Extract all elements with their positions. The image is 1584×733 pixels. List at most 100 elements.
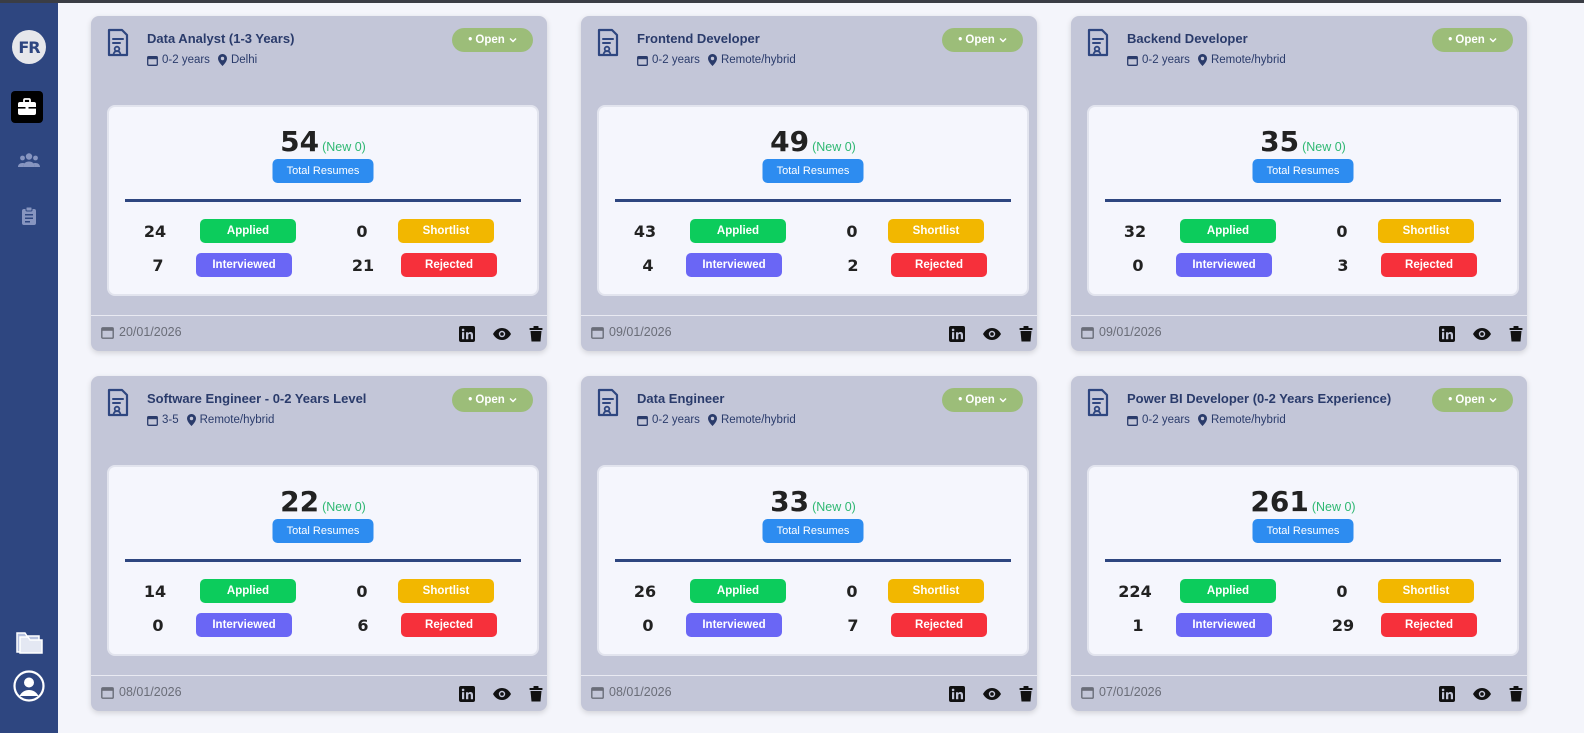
app-logo[interactable]: FR bbox=[8, 26, 50, 68]
job-card[interactable]: Data Analyst (1-3 Years) 0-2 years Delhi… bbox=[91, 16, 547, 351]
total-resumes-count: 54 (New 0) bbox=[109, 125, 537, 158]
applied-button[interactable]: Applied bbox=[200, 579, 296, 603]
shortlist-button[interactable]: Shortlist bbox=[398, 219, 494, 243]
linkedin-button[interactable] bbox=[458, 685, 476, 703]
rejected-count: 21 bbox=[351, 256, 375, 275]
location-pin-icon bbox=[707, 54, 717, 66]
applied-button[interactable]: Applied bbox=[1180, 579, 1276, 603]
rejected-count: 7 bbox=[847, 616, 859, 635]
view-button[interactable] bbox=[1472, 325, 1492, 343]
linkedin-button[interactable] bbox=[458, 325, 476, 343]
linkedin-button[interactable] bbox=[1438, 685, 1456, 703]
sidebar-item-folders[interactable] bbox=[8, 620, 50, 662]
sidebar-item-candidates[interactable] bbox=[8, 139, 50, 181]
status-dropdown[interactable]: • Open bbox=[452, 388, 533, 412]
status-dropdown[interactable]: • Open bbox=[1432, 28, 1513, 52]
trash-icon bbox=[529, 686, 543, 702]
rejected-count: 3 bbox=[1337, 256, 1349, 275]
rejected-button[interactable]: Rejected bbox=[891, 613, 987, 637]
posted-date: 20/01/2026 bbox=[101, 325, 182, 339]
delete-button[interactable] bbox=[1017, 685, 1035, 703]
applied-button[interactable]: Applied bbox=[690, 579, 786, 603]
rejected-button[interactable]: Rejected bbox=[401, 253, 497, 277]
job-card[interactable]: Software Engineer - 0-2 Years Level 3-5 … bbox=[91, 376, 547, 711]
delete-button[interactable] bbox=[1507, 685, 1525, 703]
job-title[interactable]: Data Engineer bbox=[637, 391, 725, 406]
trash-icon bbox=[1019, 326, 1033, 342]
shortlist-count: 0 bbox=[1336, 582, 1348, 601]
total-resumes-count: 49 (New 0) bbox=[599, 125, 1027, 158]
resume-stats-panel: 22 (New 0) Total Resumes 14 Applied 0 Sho… bbox=[107, 465, 539, 656]
job-title[interactable]: Software Engineer - 0-2 Years Level bbox=[147, 391, 367, 406]
delete-button[interactable] bbox=[1507, 325, 1525, 343]
total-resumes-count: 35 (New 0) bbox=[1089, 125, 1517, 158]
status-dropdown[interactable]: • Open bbox=[942, 388, 1023, 412]
delete-button[interactable] bbox=[527, 325, 545, 343]
sidebar-item-profile[interactable] bbox=[8, 665, 50, 707]
sidebar-item-tasks[interactable] bbox=[8, 195, 50, 237]
calendar-icon bbox=[637, 415, 648, 426]
rejected-button[interactable]: Rejected bbox=[401, 613, 497, 637]
linkedin-button[interactable] bbox=[948, 685, 966, 703]
linkedin-button[interactable] bbox=[1438, 325, 1456, 343]
calendar-icon bbox=[1127, 415, 1138, 426]
sidebar: FR bbox=[0, 0, 58, 733]
shortlist-button[interactable]: Shortlist bbox=[888, 579, 984, 603]
status-dropdown[interactable]: • Open bbox=[1432, 388, 1513, 412]
interviewed-button[interactable]: Interviewed bbox=[1176, 613, 1272, 637]
user-circle-icon bbox=[13, 670, 45, 702]
job-title[interactable]: Backend Developer bbox=[1127, 31, 1248, 46]
applied-button[interactable]: Applied bbox=[200, 219, 296, 243]
status-dropdown[interactable]: • Open bbox=[942, 28, 1023, 52]
total-resumes-button[interactable]: Total Resumes bbox=[762, 159, 864, 183]
delete-button[interactable] bbox=[527, 685, 545, 703]
interviewed-button[interactable]: Interviewed bbox=[1176, 253, 1272, 277]
view-button[interactable] bbox=[982, 325, 1002, 343]
job-card-header: Backend Developer 0-2 years Remote/hybri… bbox=[1071, 16, 1527, 106]
job-card[interactable]: Power BI Developer (0-2 Years Experience… bbox=[1071, 376, 1527, 711]
calendar-icon bbox=[591, 326, 604, 339]
job-location: Remote/hybrid bbox=[1210, 414, 1286, 426]
total-resumes-button[interactable]: Total Resumes bbox=[272, 159, 374, 183]
view-button[interactable] bbox=[1472, 685, 1492, 703]
chevron-down-icon bbox=[509, 397, 517, 403]
location-pin-icon bbox=[707, 414, 717, 426]
rejected-button[interactable]: Rejected bbox=[1381, 613, 1477, 637]
linkedin-button[interactable] bbox=[948, 325, 966, 343]
shortlist-count: 0 bbox=[846, 222, 858, 241]
shortlist-button[interactable]: Shortlist bbox=[1378, 219, 1474, 243]
total-number: 54 bbox=[280, 125, 320, 158]
applied-button[interactable]: Applied bbox=[1180, 219, 1276, 243]
new-resumes-count: (New 0) bbox=[812, 140, 856, 154]
window-top-border bbox=[0, 0, 1584, 3]
total-resumes-button[interactable]: Total Resumes bbox=[272, 519, 374, 543]
rejected-button[interactable]: Rejected bbox=[891, 253, 987, 277]
interviewed-button[interactable]: Interviewed bbox=[686, 613, 782, 637]
job-card[interactable]: Data Engineer 0-2 years Remote/hybrid • … bbox=[581, 376, 1037, 711]
sidebar-item-jobs[interactable] bbox=[11, 91, 43, 123]
interviewed-button[interactable]: Interviewed bbox=[686, 253, 782, 277]
job-card[interactable]: Frontend Developer 0-2 years Remote/hybr… bbox=[581, 16, 1037, 351]
job-title[interactable]: Data Analyst (1-3 Years) bbox=[147, 31, 295, 46]
job-title[interactable]: Frontend Developer bbox=[637, 31, 760, 46]
total-resumes-button[interactable]: Total Resumes bbox=[762, 519, 864, 543]
interviewed-button[interactable]: Interviewed bbox=[196, 613, 292, 637]
total-resumes-button[interactable]: Total Resumes bbox=[1252, 159, 1354, 183]
job-title[interactable]: Power BI Developer (0-2 Years Experience… bbox=[1127, 391, 1392, 406]
posted-date: 07/01/2026 bbox=[1081, 685, 1162, 699]
interviewed-button[interactable]: Interviewed bbox=[196, 253, 292, 277]
resume-document-icon bbox=[597, 28, 619, 57]
applied-button[interactable]: Applied bbox=[690, 219, 786, 243]
view-button[interactable] bbox=[492, 325, 512, 343]
delete-button[interactable] bbox=[1017, 325, 1035, 343]
view-button[interactable] bbox=[982, 685, 1002, 703]
total-number: 49 bbox=[770, 125, 810, 158]
status-dropdown[interactable]: • Open bbox=[452, 28, 533, 52]
shortlist-button[interactable]: Shortlist bbox=[398, 579, 494, 603]
job-card[interactable]: Backend Developer 0-2 years Remote/hybri… bbox=[1071, 16, 1527, 351]
total-resumes-button[interactable]: Total Resumes bbox=[1252, 519, 1354, 543]
view-button[interactable] bbox=[492, 685, 512, 703]
rejected-button[interactable]: Rejected bbox=[1381, 253, 1477, 277]
shortlist-button[interactable]: Shortlist bbox=[1378, 579, 1474, 603]
shortlist-button[interactable]: Shortlist bbox=[888, 219, 984, 243]
